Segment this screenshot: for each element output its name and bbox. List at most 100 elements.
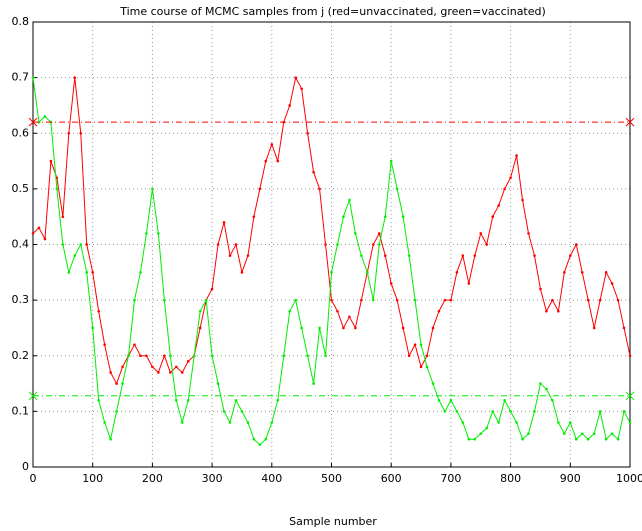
series-point (157, 232, 160, 235)
series-point (383, 215, 387, 218)
series-point (616, 437, 620, 441)
series-point (139, 354, 142, 358)
y-tick-label: 0.1 (12, 404, 30, 417)
series-point (252, 215, 256, 218)
plot-frame (32, 21, 631, 468)
x-tick-label: 800 (500, 472, 521, 485)
series-point (395, 187, 399, 191)
y-tick-label: 0.6 (12, 126, 30, 139)
series-point (586, 437, 590, 441)
series-point (371, 298, 375, 302)
series-point (521, 198, 524, 202)
series-point (622, 326, 626, 330)
series-point (348, 315, 351, 319)
series-point (121, 365, 124, 369)
series-point (557, 421, 560, 424)
series-point (157, 371, 160, 374)
series-point (294, 298, 297, 302)
series-point (210, 354, 214, 358)
series-point (497, 421, 500, 424)
series-point (342, 326, 345, 330)
series-point (163, 354, 166, 358)
series-point (216, 243, 220, 246)
reference-marker (28, 117, 38, 127)
series-point (270, 143, 274, 146)
series-point (467, 437, 471, 441)
series-point (282, 354, 286, 358)
series-point (449, 398, 453, 402)
series-point (169, 354, 172, 358)
series-point (616, 298, 620, 302)
series-point (515, 154, 518, 157)
series-point (300, 326, 303, 330)
series-point (610, 282, 614, 285)
reference-marker (625, 117, 635, 127)
x-tick-label: 700 (440, 472, 461, 485)
series-point (198, 309, 202, 313)
series-point (288, 309, 292, 313)
series-point (545, 309, 548, 313)
series-point (592, 326, 596, 330)
series-point (43, 237, 47, 241)
series-point (431, 382, 435, 385)
series-point (360, 298, 363, 302)
x-tick-label: 0 (30, 472, 37, 485)
series-point (521, 437, 524, 441)
series-point (371, 243, 375, 246)
series-point (121, 382, 124, 385)
series-point (592, 432, 596, 435)
series-point (383, 254, 387, 257)
series-point (103, 421, 106, 424)
series-point (204, 298, 208, 302)
series-point (431, 326, 435, 330)
series-point (174, 398, 178, 402)
series-point (407, 354, 411, 358)
series-point (407, 254, 411, 257)
x-tick-label: 900 (560, 472, 581, 485)
series-point (180, 421, 184, 424)
series-point (240, 410, 244, 413)
x-tick-label: 400 (261, 472, 282, 485)
series-point (133, 343, 136, 346)
series-point (401, 215, 405, 218)
series-point (574, 437, 578, 441)
series-line (32, 77, 631, 446)
series-point (276, 398, 280, 402)
series-point (503, 187, 506, 191)
series-point (97, 309, 100, 313)
series-point (115, 382, 118, 385)
series-point (419, 343, 423, 346)
series-point (539, 287, 542, 291)
series-point (604, 437, 608, 441)
series-point (61, 215, 65, 218)
series-point (169, 371, 172, 374)
series-point (79, 243, 83, 246)
series-point (610, 432, 614, 435)
series-point (139, 271, 142, 274)
series-point (312, 170, 315, 174)
series-point (467, 282, 471, 285)
series-point (91, 326, 94, 330)
series-point (586, 298, 590, 302)
series-point (342, 215, 345, 218)
series-point (598, 410, 602, 413)
series-point (210, 287, 214, 291)
series-point (151, 365, 154, 369)
series-point (318, 187, 321, 191)
series-point (389, 159, 393, 163)
series-point (569, 421, 572, 424)
series-point (37, 226, 41, 230)
x-tick-label: 500 (321, 472, 342, 485)
series-point (228, 421, 232, 424)
x-axis-label: Sample number (289, 515, 377, 528)
series-point (61, 243, 65, 246)
series-point (563, 271, 566, 274)
series-point (336, 309, 339, 313)
series-point (360, 254, 363, 257)
series-point (479, 232, 483, 235)
series-point (85, 271, 89, 274)
series-point (628, 354, 632, 358)
series-point (103, 343, 106, 346)
series-point (192, 354, 196, 358)
